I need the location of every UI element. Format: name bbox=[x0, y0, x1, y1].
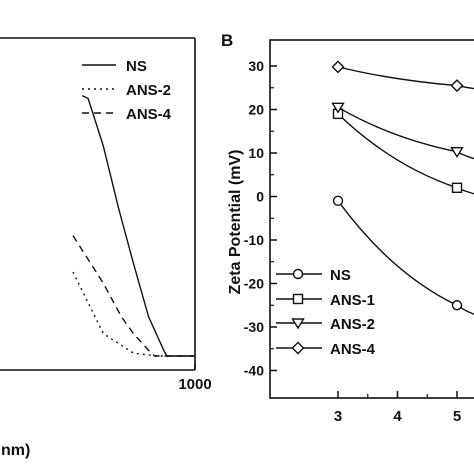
panel-b-point-ans-4 bbox=[450, 79, 464, 93]
panel-b-y-tick-label: 0 bbox=[256, 189, 264, 205]
panel-a-legend-label: ANS-2 bbox=[126, 82, 171, 99]
panel-a-series-ns bbox=[81, 94, 194, 357]
panel-b-point-ans-2 bbox=[450, 146, 464, 159]
panel-b-y-tick-label: -40 bbox=[244, 363, 264, 379]
panel-b-point-ns bbox=[451, 300, 463, 311]
panel-b-x-tick-label: 5 bbox=[453, 408, 461, 425]
panel-b-y-tick-label: 30 bbox=[248, 58, 264, 74]
panel-b-y-tick-label: 20 bbox=[248, 102, 264, 118]
panel-b-y-tick-label: -30 bbox=[244, 319, 264, 335]
panel-b-point-ns bbox=[332, 195, 344, 207]
panel-a-series-ans-2 bbox=[72, 271, 194, 357]
panel-b-y-tick-label: 10 bbox=[248, 145, 264, 161]
panel-a-legend-label: ANS-4 bbox=[126, 106, 172, 123]
panel-b-x-tick-label: 4 bbox=[393, 408, 402, 425]
panel-b-line-ns bbox=[337, 200, 474, 316]
panel-a-series-ans-4 bbox=[72, 235, 194, 357]
panel-b-legend-label: ANS-1 bbox=[330, 292, 375, 309]
panel-b-y-axis-label: Zeta Potential (mV) bbox=[227, 150, 244, 295]
panel-a-legend-label: NS bbox=[126, 58, 147, 75]
panel-b-line-ans-1 bbox=[337, 113, 474, 195]
panel-b-legend-label: NS bbox=[330, 267, 351, 284]
panel-b-legend-marker bbox=[291, 341, 305, 355]
panel-b-point-ans-2 bbox=[331, 102, 345, 114]
panel-b-frame bbox=[269, 39, 474, 399]
panel-b: B 30 20 10 0 -10 -20 -30 -40 3 4 5 Zeta Potential (m… bbox=[221, 31, 474, 425]
panel-b-legend-label: ANS-2 bbox=[330, 316, 375, 333]
panel-b-point-ans-1 bbox=[451, 182, 463, 194]
panel-a: NS ANS-2 ANS-4 1000 nm) bbox=[0, 37, 212, 459]
panel-b-line-ans-2 bbox=[337, 106, 474, 160]
panel-b-x-tick-label: 3 bbox=[334, 408, 342, 425]
panel-b-legend-marker bbox=[291, 318, 305, 330]
panel-a-x-tick-label: 1000 bbox=[178, 376, 211, 393]
panel-b-y-tick-label: -20 bbox=[244, 276, 264, 292]
panel-b-legend-marker bbox=[292, 293, 304, 305]
panel-b-letter: B bbox=[221, 31, 233, 50]
panel-b-point-ans-4 bbox=[331, 60, 345, 74]
panel-b-y-tick-label: -10 bbox=[244, 232, 264, 248]
panel-b-legend-marker bbox=[292, 268, 304, 280]
panel-a-x-axis-label: nm) bbox=[1, 442, 30, 459]
panel-b-legend-label: ANS-4 bbox=[330, 341, 376, 358]
